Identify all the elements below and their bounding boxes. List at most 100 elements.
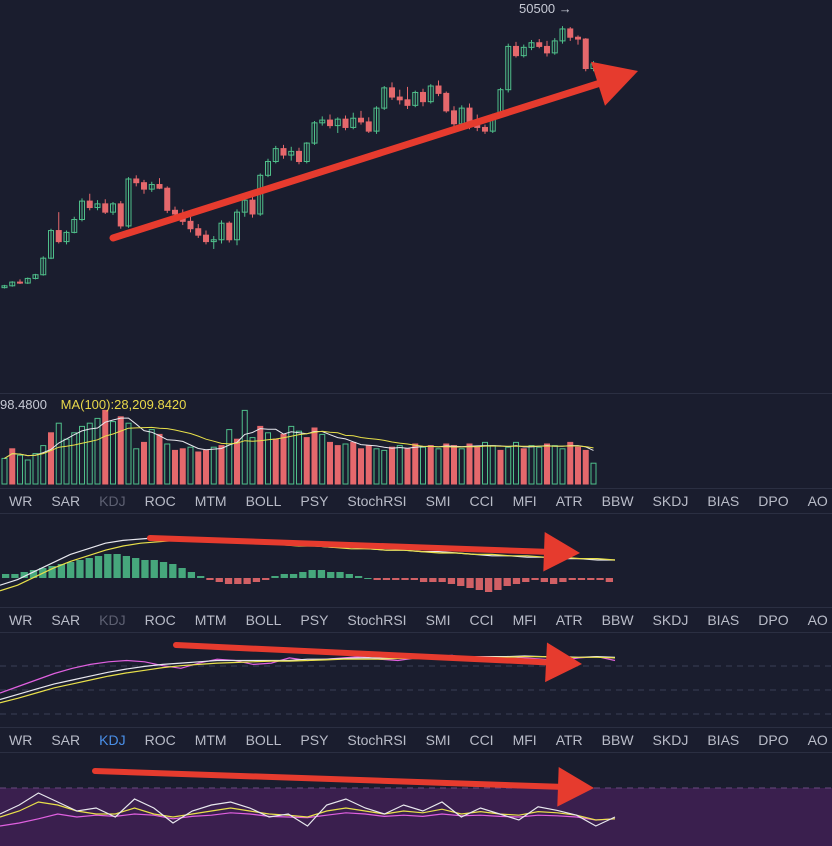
candle-body <box>373 107 380 132</box>
tab-bias[interactable]: BIAS <box>707 493 740 509</box>
tab-ao[interactable]: AO <box>807 732 828 748</box>
tab-skdj[interactable]: SKDJ <box>652 612 689 628</box>
tab-atr[interactable]: ATR <box>555 612 583 628</box>
macd-histogram-bar <box>354 576 363 578</box>
tab-mtm[interactable]: MTM <box>194 493 227 509</box>
tab-wr[interactable]: WR <box>9 732 33 748</box>
tab-kdj[interactable]: KDJ <box>99 493 126 509</box>
tab-atr[interactable]: ATR <box>555 732 583 748</box>
candle-body <box>164 187 171 211</box>
tab-stochrsi[interactable]: StochRSI <box>347 612 407 628</box>
tab-ao[interactable]: AO <box>807 493 828 509</box>
tab-dpo[interactable]: DPO <box>758 612 789 628</box>
divider <box>0 488 832 489</box>
tab-bbw[interactable]: BBW <box>601 493 634 509</box>
volume-bar <box>505 446 512 485</box>
macd-histogram-bar <box>159 562 168 578</box>
volume-bar <box>218 445 225 485</box>
candle-body <box>303 142 310 163</box>
tab-psy[interactable]: PSY <box>300 732 329 748</box>
macd-histogram-bar <box>364 578 372 579</box>
tab-cci[interactable]: CCI <box>469 493 494 509</box>
volume-bar <box>559 448 566 485</box>
tab-smi[interactable]: SMI <box>425 612 451 628</box>
macd-histogram-bar <box>76 560 84 578</box>
macd-histogram-bar <box>373 578 381 580</box>
tab-sar[interactable]: SAR <box>51 612 81 628</box>
macd-histogram-bar <box>336 572 344 578</box>
tab-stochrsi[interactable]: StochRSI <box>347 732 407 748</box>
tab-atr[interactable]: ATR <box>555 493 583 509</box>
tab-kdj[interactable]: KDJ <box>99 732 126 748</box>
tab-roc[interactable]: ROC <box>144 612 176 628</box>
candle-body <box>319 119 326 124</box>
tab-smi[interactable]: SMI <box>425 493 451 509</box>
tab-wr[interactable]: WR <box>9 493 33 509</box>
volume-bar <box>249 437 256 485</box>
volume-bar <box>17 454 23 485</box>
candle-body <box>234 211 240 241</box>
tab-roc[interactable]: ROC <box>144 732 176 748</box>
tab-mfi[interactable]: MFI <box>512 732 537 748</box>
tab-ao[interactable]: AO <box>807 612 828 628</box>
indicator-tabbar-3: WR SAR KDJ ROC MTM BOLL PSY StochRSI SMI CCI MFI AT… <box>0 729 832 751</box>
volume-bar <box>79 425 85 485</box>
tab-bias[interactable]: BIAS <box>707 732 740 748</box>
tab-bbw[interactable]: BBW <box>601 612 634 628</box>
candle-body <box>544 45 550 54</box>
tab-mfi[interactable]: MFI <box>512 612 537 628</box>
macd-histogram-bar <box>132 558 140 578</box>
candle-body <box>79 200 85 221</box>
tab-cci[interactable]: CCI <box>469 732 494 748</box>
tab-psy[interactable]: PSY <box>300 612 329 628</box>
volume-bar <box>148 429 155 485</box>
tab-mtm[interactable]: MTM <box>194 732 227 748</box>
tab-skdj[interactable]: SKDJ <box>652 493 689 509</box>
volume-bar <box>544 443 550 485</box>
macd-histogram-bar <box>20 572 28 578</box>
tab-wr[interactable]: WR <box>9 612 33 628</box>
tab-stochrsi[interactable]: StochRSI <box>347 493 407 509</box>
volume-bar <box>125 422 132 485</box>
tab-boll[interactable]: BOLL <box>245 732 282 748</box>
red-arrow-head <box>543 532 580 572</box>
volume-bar <box>334 445 341 485</box>
volume-bar <box>272 438 279 485</box>
tab-roc[interactable]: ROC <box>144 493 176 509</box>
tab-dpo[interactable]: DPO <box>758 732 789 748</box>
tab-psy[interactable]: PSY <box>300 493 329 509</box>
indicator-tabbar-1: WR SAR KDJ ROC MTM BOLL PSY StochRSI SMI CCI MFI AT… <box>0 490 832 512</box>
tab-dpo[interactable]: DPO <box>758 493 789 509</box>
volume-bar <box>474 446 481 485</box>
volume-bar <box>195 451 202 485</box>
macd-histogram-bar <box>94 556 103 578</box>
tab-boll[interactable]: BOLL <box>245 612 282 628</box>
tab-kdj[interactable]: KDJ <box>99 612 126 628</box>
price-annotation: 50500 → <box>519 1 572 16</box>
candle-body <box>71 219 78 233</box>
candle-body <box>86 200 93 209</box>
candle-body <box>40 257 47 276</box>
candle-body <box>218 222 225 241</box>
candle-body <box>296 150 302 163</box>
tab-sar[interactable]: SAR <box>51 493 81 509</box>
candle-body <box>559 28 566 42</box>
candle-body <box>427 85 434 103</box>
candle-body <box>327 119 333 127</box>
macd-histogram-bar <box>308 570 316 578</box>
macd-histogram-bar <box>169 564 177 578</box>
tab-boll[interactable]: BOLL <box>245 493 282 509</box>
tab-sar[interactable]: SAR <box>51 732 81 748</box>
candle-body <box>443 92 450 112</box>
candle-body <box>94 203 101 209</box>
tab-mtm[interactable]: MTM <box>194 612 227 628</box>
candle-body <box>110 203 116 213</box>
tab-skdj[interactable]: SKDJ <box>652 732 689 748</box>
macd-histogram-bar <box>299 572 307 578</box>
tab-bbw[interactable]: BBW <box>601 732 634 748</box>
tab-bias[interactable]: BIAS <box>707 612 740 628</box>
candle-body <box>575 36 581 40</box>
tab-smi[interactable]: SMI <box>425 732 451 748</box>
tab-mfi[interactable]: MFI <box>512 493 537 509</box>
tab-cci[interactable]: CCI <box>469 612 494 628</box>
